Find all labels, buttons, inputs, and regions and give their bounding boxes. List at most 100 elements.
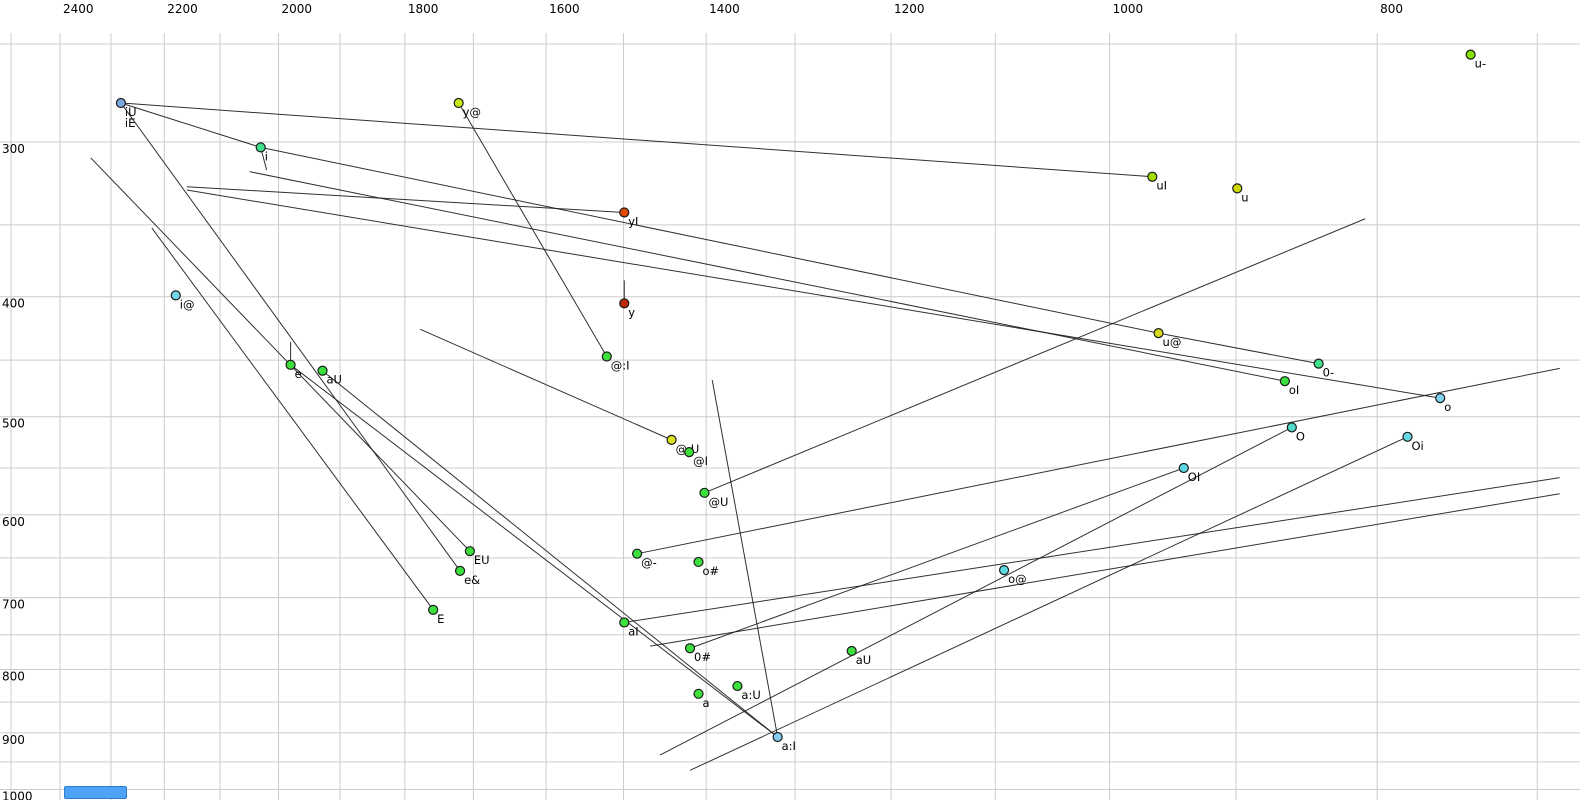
data-point[interactable]: [666, 434, 677, 445]
trajectory-line: [689, 467, 1184, 649]
point-label: i@: [180, 297, 195, 311]
point-label: o@: [1008, 572, 1027, 586]
point-label: @:I: [611, 358, 630, 372]
point-label: y: [628, 305, 635, 319]
data-point[interactable]: [428, 604, 439, 615]
point-label: 0-: [1323, 366, 1334, 380]
data-point[interactable]: [285, 359, 296, 370]
data-point[interactable]: [1402, 431, 1413, 442]
point-label: iU: [125, 105, 137, 119]
trajectory-line: [637, 367, 1560, 555]
data-point[interactable]: [453, 97, 464, 109]
data-point[interactable]: [464, 546, 475, 557]
data-point[interactable]: [1313, 358, 1324, 369]
point-label: u: [1241, 190, 1248, 204]
point-label: yI: [628, 214, 638, 228]
data-point[interactable]: [619, 207, 630, 218]
trajectory-line: [650, 493, 1560, 647]
data-point[interactable]: [684, 447, 695, 458]
x-axis-tick-label: 2200: [167, 2, 198, 16]
y-axis-tick-label: 900: [2, 733, 25, 747]
point-label: E: [437, 612, 444, 626]
y-axis-tick-label: 1000: [2, 790, 33, 800]
trajectory-line: [689, 436, 1408, 771]
point-label: @U: [708, 495, 728, 509]
data-point[interactable]: [772, 731, 783, 743]
trajectory-line: [186, 189, 1441, 399]
point-label: a:I: [782, 739, 796, 753]
data-point[interactable]: [693, 688, 704, 699]
data-point[interactable]: [1279, 376, 1290, 387]
trajectory-line: [120, 102, 1153, 178]
data-point[interactable]: [1147, 171, 1158, 182]
trajectory-line: [120, 102, 461, 572]
point-label: o#: [703, 564, 720, 578]
trajectory-line: [322, 370, 778, 738]
trajectory-line: [151, 227, 434, 611]
trajectory-line: [186, 186, 625, 213]
data-point[interactable]: [846, 645, 857, 657]
data-point[interactable]: [1232, 183, 1243, 194]
y-axis-tick-label: 400: [2, 297, 25, 311]
x-axis-tick-label: 2000: [282, 2, 313, 16]
data-point[interactable]: [619, 298, 630, 309]
x-axis-tick-label: 1000: [1113, 2, 1144, 16]
point-label: a:U: [741, 688, 760, 702]
trajectory-line: [458, 102, 608, 357]
data-point[interactable]: [1153, 328, 1164, 339]
trajectory-line: [711, 379, 779, 738]
trajectory-line: [290, 364, 778, 738]
data-point[interactable]: [693, 556, 704, 568]
y-axis-tick-label: 300: [2, 142, 25, 156]
x-axis-tick-label: 2400: [63, 2, 94, 16]
data-point[interactable]: [732, 680, 743, 692]
point-label: y@: [463, 105, 481, 119]
point-label: a: [703, 696, 710, 710]
point-label: o: [1444, 400, 1451, 414]
point-label: O: [1296, 429, 1305, 443]
point-label: aU: [856, 653, 871, 667]
data-point[interactable]: [1465, 49, 1476, 60]
x-axis-tick-label: 800: [1380, 2, 1403, 16]
trajectory-line: [624, 477, 1560, 623]
point-label: 0#: [694, 650, 711, 664]
data-point[interactable]: [317, 365, 328, 376]
point-label: uI: [1156, 179, 1167, 193]
data-point[interactable]: [255, 142, 266, 153]
y-axis-tick-label: 600: [2, 515, 25, 529]
trajectory-line: [90, 157, 471, 552]
point-label: oI: [1289, 383, 1299, 397]
trajectory-line: [260, 146, 1159, 334]
point-label: u-: [1475, 57, 1486, 71]
data-point[interactable]: [601, 351, 612, 362]
point-label: iE: [125, 116, 135, 130]
data-point[interactable]: [1435, 393, 1446, 404]
point-label: EU: [474, 553, 490, 567]
data-point[interactable]: [170, 290, 181, 301]
y-axis-tick-label: 800: [2, 669, 25, 683]
data-point[interactable]: [632, 548, 643, 559]
y-axis-tick-label: 700: [2, 598, 25, 612]
x-axis-tick-label: 1200: [894, 2, 925, 16]
trajectory-line: [249, 171, 1285, 382]
point-label: OI: [1188, 470, 1200, 484]
data-point[interactable]: [699, 487, 710, 498]
point-label: Oi: [1411, 439, 1423, 453]
point-label: e&: [464, 573, 480, 587]
data-point[interactable]: [1286, 422, 1297, 433]
data-point[interactable]: [998, 565, 1010, 576]
horizontal-scrollbar-thumb[interactable]: [64, 786, 127, 799]
point-label: u@: [1163, 335, 1182, 349]
data-point[interactable]: [454, 565, 466, 577]
trajectory-line: [120, 102, 261, 148]
y-axis-tick-label: 500: [2, 417, 25, 431]
trajectory-line: [704, 218, 1366, 494]
point-label: @-: [641, 556, 657, 570]
data-point[interactable]: [619, 617, 630, 628]
data-point[interactable]: [115, 97, 127, 109]
data-point[interactable]: [684, 643, 696, 654]
trajectory-line: [420, 328, 672, 441]
trajectory-line: [1158, 332, 1319, 365]
data-point[interactable]: [1178, 462, 1189, 474]
